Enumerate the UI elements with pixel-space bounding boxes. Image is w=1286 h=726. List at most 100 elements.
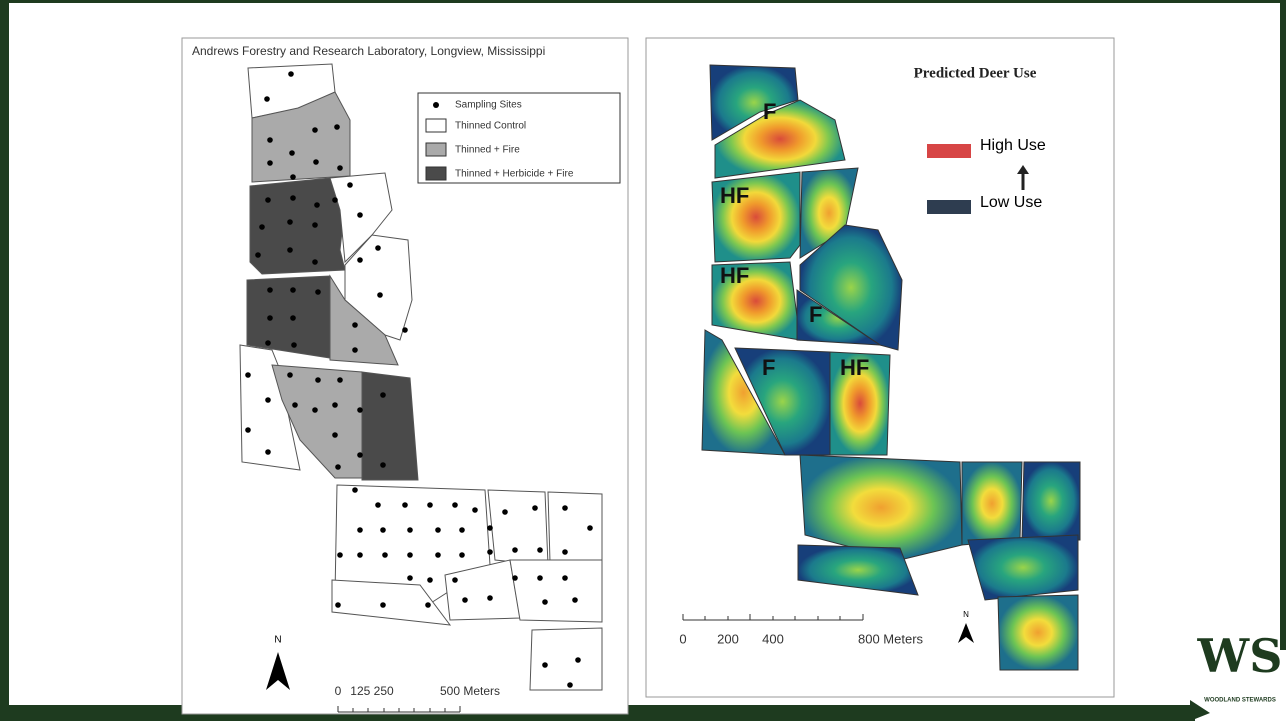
sampling-site bbox=[313, 159, 319, 165]
sampling-site bbox=[462, 597, 468, 603]
sampling-site bbox=[459, 552, 465, 558]
sampling-site bbox=[290, 315, 296, 321]
slide: Andrews Forestry and Research Laboratory… bbox=[0, 0, 1286, 721]
sampling-site bbox=[382, 552, 388, 558]
sampling-site bbox=[407, 575, 413, 581]
sampling-site bbox=[292, 402, 298, 408]
sampling-site bbox=[425, 602, 431, 608]
sampling-site bbox=[265, 340, 271, 346]
sampling-site bbox=[380, 527, 386, 533]
legend-label: High Use bbox=[980, 137, 1046, 154]
sampling-site bbox=[562, 549, 568, 555]
scale-label: 500 Meters bbox=[440, 684, 500, 698]
sampling-site bbox=[452, 577, 458, 583]
sampling-site bbox=[245, 372, 251, 378]
scale-label: 200 bbox=[717, 631, 739, 646]
sampling-site bbox=[267, 137, 273, 143]
sampling-site bbox=[265, 197, 271, 203]
sampling-site bbox=[267, 160, 273, 166]
sampling-site bbox=[587, 525, 593, 531]
sampling-site bbox=[267, 315, 273, 321]
frame-top bbox=[0, 0, 1286, 3]
sampling-site bbox=[337, 165, 343, 171]
sampling-site bbox=[337, 552, 343, 558]
sampling-site bbox=[575, 657, 581, 663]
sampling-site bbox=[380, 602, 386, 608]
legend-swatch bbox=[426, 143, 446, 156]
sampling-site bbox=[287, 219, 293, 225]
sampling-site bbox=[289, 150, 295, 156]
sampling-site bbox=[290, 195, 296, 201]
legend-label: Thinned + Fire bbox=[455, 145, 520, 156]
left-map-title: Andrews Forestry and Research Laboratory… bbox=[192, 44, 545, 58]
scale-label: 0 bbox=[679, 631, 686, 646]
sampling-site bbox=[332, 432, 338, 438]
sampling-site bbox=[542, 599, 548, 605]
sampling-site bbox=[502, 509, 508, 515]
sampling-site bbox=[352, 322, 358, 328]
legend-swatch bbox=[426, 167, 446, 180]
sampling-site bbox=[427, 577, 433, 583]
sampling-site bbox=[312, 407, 318, 413]
stand-label: F bbox=[809, 302, 822, 327]
stand-label: HF bbox=[720, 183, 749, 208]
north-label: N bbox=[274, 635, 281, 646]
logo-mark: WS bbox=[1197, 629, 1283, 683]
sampling-site bbox=[402, 327, 408, 333]
sampling-site bbox=[290, 174, 296, 180]
sampling-site bbox=[512, 547, 518, 553]
legend-label: Low Use bbox=[980, 194, 1042, 211]
sampling-site bbox=[435, 527, 441, 533]
scale-label: 400 bbox=[762, 631, 784, 646]
sampling-site bbox=[267, 287, 273, 293]
legend-swatch bbox=[927, 200, 971, 214]
sampling-site bbox=[357, 407, 363, 413]
sampling-site bbox=[332, 402, 338, 408]
sampling-site bbox=[290, 287, 296, 293]
stand-label: HF bbox=[720, 263, 749, 288]
sampling-site bbox=[357, 212, 363, 218]
sampling-site bbox=[352, 347, 358, 353]
page: Andrews Forestry and Research Laboratory… bbox=[0, 0, 1286, 726]
sampling-site bbox=[380, 392, 386, 398]
sampling-site bbox=[357, 257, 363, 263]
sampling-site bbox=[287, 372, 293, 378]
sampling-site bbox=[487, 525, 493, 531]
scale-label: 0 bbox=[335, 684, 342, 698]
sampling-site bbox=[265, 449, 271, 455]
sampling-site bbox=[380, 462, 386, 468]
sampling-site bbox=[357, 452, 363, 458]
north-label: N bbox=[963, 610, 969, 619]
sampling-site bbox=[537, 547, 543, 553]
sampling-site bbox=[315, 377, 321, 383]
sampling-site bbox=[312, 127, 318, 133]
sampling-site bbox=[377, 292, 383, 298]
sampling-site bbox=[287, 247, 293, 253]
sampling-site bbox=[452, 502, 458, 508]
sampling-site bbox=[407, 552, 413, 558]
sampling-site bbox=[255, 252, 261, 258]
sampling-site bbox=[407, 527, 413, 533]
scale-label: 800 Meters bbox=[858, 631, 924, 646]
sampling-site bbox=[312, 222, 318, 228]
sampling-site bbox=[487, 595, 493, 601]
sampling-site bbox=[487, 549, 493, 555]
legend-label: Sampling Sites bbox=[455, 100, 522, 111]
sampling-site bbox=[567, 682, 573, 688]
sampling-site bbox=[459, 527, 465, 533]
sampling-site bbox=[572, 597, 578, 603]
sampling-site bbox=[335, 602, 341, 608]
sampling-site bbox=[542, 662, 548, 668]
frame-left bbox=[0, 0, 9, 721]
logo-text: WOODLAND STEWARDS bbox=[1204, 698, 1276, 704]
legend-label: Thinned + Herbicide + Fire bbox=[455, 169, 574, 180]
sampling-site bbox=[312, 259, 318, 265]
sampling-site bbox=[532, 505, 538, 511]
sampling-site bbox=[334, 124, 340, 130]
sampling-site bbox=[315, 289, 321, 295]
sampling-site bbox=[314, 202, 320, 208]
sampling-site bbox=[562, 505, 568, 511]
sampling-site bbox=[352, 487, 358, 493]
sampling-site bbox=[291, 342, 297, 348]
sampling-site bbox=[335, 464, 341, 470]
